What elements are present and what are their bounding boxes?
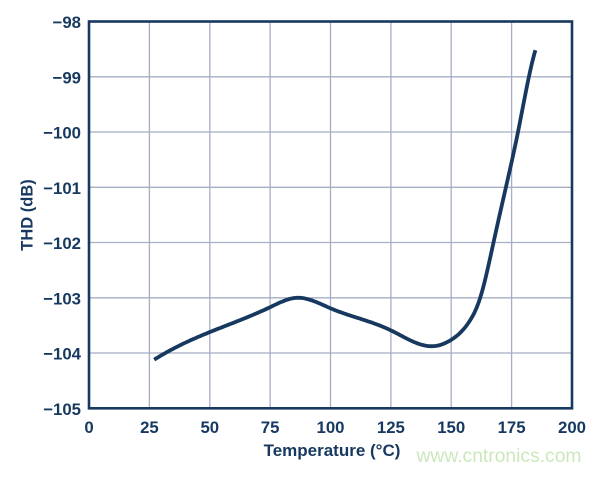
svg-text:−104: −104: [43, 345, 81, 364]
svg-text:175: 175: [498, 418, 526, 437]
svg-text:www.cntronics.com: www.cntronics.com: [415, 446, 581, 467]
svg-text:−105: −105: [43, 400, 81, 419]
svg-text:0: 0: [84, 418, 93, 437]
svg-text:−103: −103: [43, 289, 81, 308]
svg-text:200: 200: [558, 418, 586, 437]
svg-text:−101: −101: [43, 179, 81, 198]
svg-text:75: 75: [261, 418, 280, 437]
svg-text:125: 125: [377, 418, 405, 437]
svg-text:50: 50: [200, 418, 219, 437]
svg-text:−100: −100: [43, 124, 81, 143]
svg-text:150: 150: [437, 418, 465, 437]
svg-text:−99: −99: [53, 68, 81, 87]
svg-text:Temperature (°C): Temperature (°C): [264, 441, 401, 460]
svg-text:100: 100: [317, 418, 345, 437]
svg-text:−98: −98: [53, 13, 81, 32]
svg-text:−102: −102: [43, 234, 81, 253]
svg-text:25: 25: [140, 418, 159, 437]
svg-text:THD (dB): THD (dB): [19, 179, 37, 250]
